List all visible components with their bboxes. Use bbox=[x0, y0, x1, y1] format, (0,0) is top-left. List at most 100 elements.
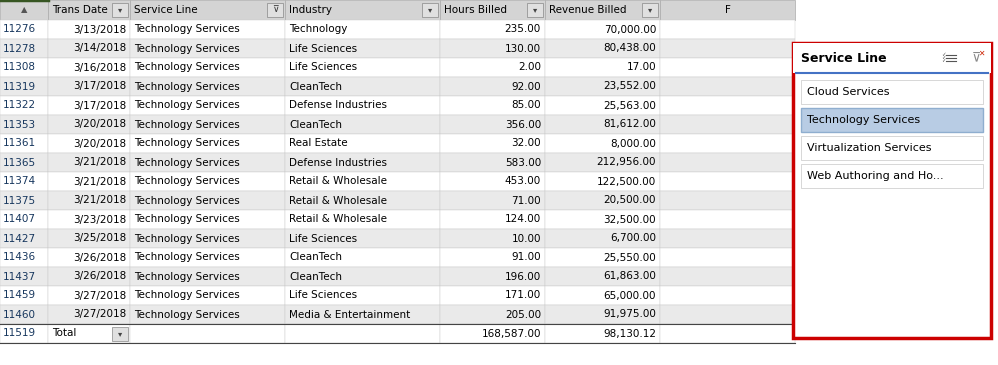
Text: Service Line: Service Line bbox=[134, 5, 198, 15]
Text: 61,863.00: 61,863.00 bbox=[603, 272, 656, 281]
Text: 3/25/2018: 3/25/2018 bbox=[73, 234, 126, 243]
Text: 85.00: 85.00 bbox=[511, 100, 541, 111]
Bar bbox=[545, 0, 660, 20]
Bar bbox=[545, 229, 660, 248]
Text: Media & Entertainment: Media & Entertainment bbox=[289, 310, 410, 319]
Text: Service Line: Service Line bbox=[801, 51, 886, 65]
Bar bbox=[545, 58, 660, 77]
Bar bbox=[130, 115, 285, 134]
Bar bbox=[48, 286, 130, 305]
Text: Technology Services: Technology Services bbox=[134, 138, 240, 149]
Text: 11436: 11436 bbox=[3, 253, 36, 262]
Bar bbox=[545, 77, 660, 96]
Text: 25,563.00: 25,563.00 bbox=[603, 100, 656, 111]
Bar bbox=[801, 136, 983, 160]
Text: 70,000.00: 70,000.00 bbox=[604, 24, 656, 35]
Text: CleanTech: CleanTech bbox=[289, 119, 342, 130]
Bar bbox=[545, 172, 660, 191]
Bar bbox=[285, 210, 440, 229]
Text: Virtualization Services: Virtualization Services bbox=[807, 143, 931, 153]
Bar bbox=[0, 58, 48, 77]
Text: ▲: ▲ bbox=[21, 5, 27, 15]
Bar bbox=[660, 191, 795, 210]
Bar bbox=[130, 58, 285, 77]
Bar bbox=[48, 172, 130, 191]
Bar bbox=[48, 153, 130, 172]
Bar bbox=[130, 20, 285, 39]
Text: 11322: 11322 bbox=[3, 100, 36, 111]
Bar bbox=[440, 0, 545, 20]
Bar bbox=[440, 172, 545, 191]
Bar bbox=[793, 43, 991, 338]
Bar bbox=[0, 210, 48, 229]
Bar bbox=[0, 248, 48, 267]
Text: ✓: ✓ bbox=[941, 55, 945, 61]
Text: Revenue Billed: Revenue Billed bbox=[549, 5, 627, 15]
Bar bbox=[440, 115, 545, 134]
Text: CleanTech: CleanTech bbox=[289, 253, 342, 262]
Bar bbox=[422, 3, 438, 17]
Bar bbox=[130, 191, 285, 210]
Text: 356.00: 356.00 bbox=[505, 119, 541, 130]
Bar bbox=[130, 305, 285, 324]
Text: 11374: 11374 bbox=[3, 177, 36, 187]
Text: 3/27/2018: 3/27/2018 bbox=[73, 310, 126, 319]
Text: 32.00: 32.00 bbox=[511, 138, 541, 149]
Bar bbox=[48, 210, 130, 229]
Bar bbox=[440, 77, 545, 96]
Text: 11407: 11407 bbox=[3, 215, 36, 224]
Text: 11361: 11361 bbox=[3, 138, 36, 149]
Bar bbox=[440, 20, 545, 39]
Bar bbox=[545, 267, 660, 286]
Bar bbox=[48, 305, 130, 324]
Text: Life Sciences: Life Sciences bbox=[289, 291, 357, 300]
Bar bbox=[285, 115, 440, 134]
Text: 25,550.00: 25,550.00 bbox=[603, 253, 656, 262]
Bar bbox=[660, 153, 795, 172]
Text: Technology Services: Technology Services bbox=[134, 196, 240, 205]
Bar bbox=[440, 229, 545, 248]
Text: Retail & Wholesale: Retail & Wholesale bbox=[289, 215, 387, 224]
Bar bbox=[440, 286, 545, 305]
Bar bbox=[440, 39, 545, 58]
Text: Technology Services: Technology Services bbox=[134, 100, 240, 111]
Bar bbox=[440, 191, 545, 210]
Text: 11353: 11353 bbox=[3, 119, 36, 130]
Bar bbox=[440, 324, 545, 343]
Text: 11365: 11365 bbox=[3, 158, 36, 168]
Text: 583.00: 583.00 bbox=[505, 158, 541, 168]
Text: ▾: ▾ bbox=[648, 5, 652, 15]
Bar bbox=[545, 210, 660, 229]
Text: 65,000.00: 65,000.00 bbox=[604, 291, 656, 300]
Bar bbox=[0, 305, 48, 324]
Bar bbox=[130, 134, 285, 153]
Text: 3/20/2018: 3/20/2018 bbox=[73, 119, 126, 130]
Text: 3/21/2018: 3/21/2018 bbox=[73, 196, 126, 205]
Text: Technology Services: Technology Services bbox=[134, 310, 240, 319]
Text: 11519: 11519 bbox=[3, 328, 36, 338]
Bar bbox=[440, 210, 545, 229]
Bar bbox=[285, 77, 440, 96]
Bar bbox=[660, 58, 795, 77]
Text: Retail & Wholesale: Retail & Wholesale bbox=[289, 196, 387, 205]
Text: 3/13/2018: 3/13/2018 bbox=[73, 24, 126, 35]
Bar bbox=[660, 115, 795, 134]
Text: 124.00: 124.00 bbox=[505, 215, 541, 224]
Bar bbox=[0, 115, 48, 134]
Text: 3/16/2018: 3/16/2018 bbox=[73, 62, 126, 73]
Bar bbox=[112, 3, 128, 17]
Bar bbox=[642, 3, 658, 17]
Bar bbox=[0, 286, 48, 305]
Text: 3/14/2018: 3/14/2018 bbox=[73, 43, 126, 54]
Text: Technology Services: Technology Services bbox=[134, 291, 240, 300]
Bar bbox=[0, 153, 48, 172]
Bar bbox=[48, 115, 130, 134]
Bar bbox=[285, 0, 440, 20]
Bar bbox=[285, 20, 440, 39]
Bar bbox=[545, 191, 660, 210]
Text: 32,500.00: 32,500.00 bbox=[604, 215, 656, 224]
Bar bbox=[48, 20, 130, 39]
Bar bbox=[660, 20, 795, 39]
Bar bbox=[545, 153, 660, 172]
Text: 205.00: 205.00 bbox=[505, 310, 541, 319]
